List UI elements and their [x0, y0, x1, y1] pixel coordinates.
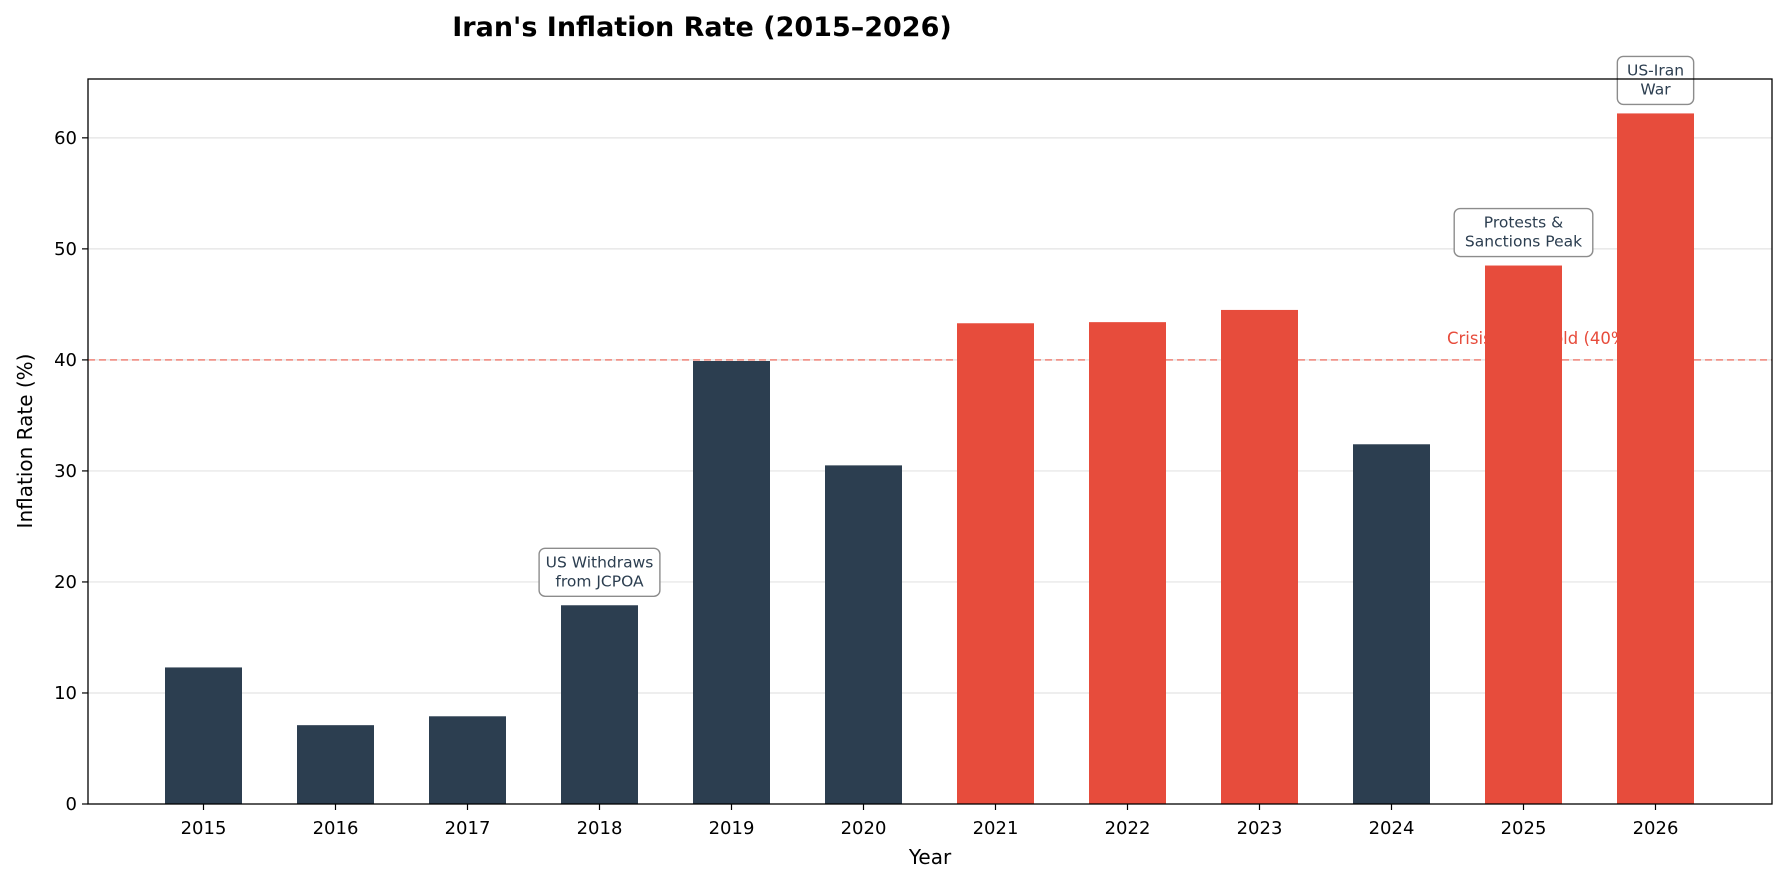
bar-2025 — [1485, 265, 1562, 804]
x-tick-label-2025: 2025 — [1501, 818, 1547, 839]
axes-group: 0 10 20 30 40 50 60 2015 2016 2017 2018 2019 2020 202… — [54, 128, 1678, 839]
bar-2020 — [825, 465, 902, 804]
x-tick-label-2023: 2023 — [1237, 818, 1283, 839]
bar-2017 — [429, 716, 506, 804]
x-tick-label-2016: 2016 — [313, 818, 359, 839]
annotation-text-2018: US Withdraws from JCPOA — [546, 553, 654, 590]
annotations-group: US Withdraws from JCPOA Protests & Sanction… — [538, 55, 1695, 597]
chart-title: Iran's Inflation Rate (2015–2026) — [452, 12, 951, 43]
annotation-box-2018 — [538, 547, 661, 597]
bars-group — [165, 113, 1694, 804]
annotation-box-2026 — [1616, 55, 1695, 106]
y-tick-label-50: 50 — [54, 239, 77, 260]
y-tick-label-10: 10 — [54, 683, 77, 704]
bar-2021 — [957, 323, 1034, 804]
bar-2026 — [1617, 113, 1694, 804]
bar-2018 — [561, 605, 638, 804]
y-tick-label-40: 40 — [54, 350, 77, 371]
x-tick-label-2019: 2019 — [709, 818, 755, 839]
x-tick-label-2015: 2015 — [181, 818, 227, 839]
bar-2022 — [1089, 322, 1166, 804]
y-tick-label-60: 60 — [54, 128, 77, 149]
y-tick-label-20: 20 — [54, 572, 77, 593]
x-tick-label-2020: 2020 — [841, 818, 887, 839]
y-axis-label: Inflation Rate (%) — [13, 354, 37, 529]
annotation-text-2025: Protests & Sanctions Peak — [1465, 214, 1582, 251]
annotation-text-2026: US-Iran War — [1627, 61, 1684, 98]
bar-2015 — [165, 667, 242, 804]
x-tick-label-2017: 2017 — [445, 818, 491, 839]
plot-frame — [87, 78, 1773, 805]
x-tick-label-2026: 2026 — [1633, 818, 1679, 839]
bar-2023 — [1221, 309, 1298, 804]
x-tick-label-2024: 2024 — [1369, 818, 1415, 839]
x-tick-label-2021: 2021 — [973, 818, 1019, 839]
annotation-box-2025 — [1453, 207, 1594, 258]
bar-2019 — [693, 361, 770, 804]
bar-2016 — [297, 725, 374, 804]
y-tick-label-0: 0 — [66, 794, 77, 815]
bar-2024 — [1353, 444, 1430, 804]
x-axis-label: Year — [908, 845, 952, 869]
y-tick-label-30: 30 — [54, 461, 77, 482]
x-tick-label-2018: 2018 — [577, 818, 623, 839]
x-tick-label-2022: 2022 — [1105, 818, 1151, 839]
